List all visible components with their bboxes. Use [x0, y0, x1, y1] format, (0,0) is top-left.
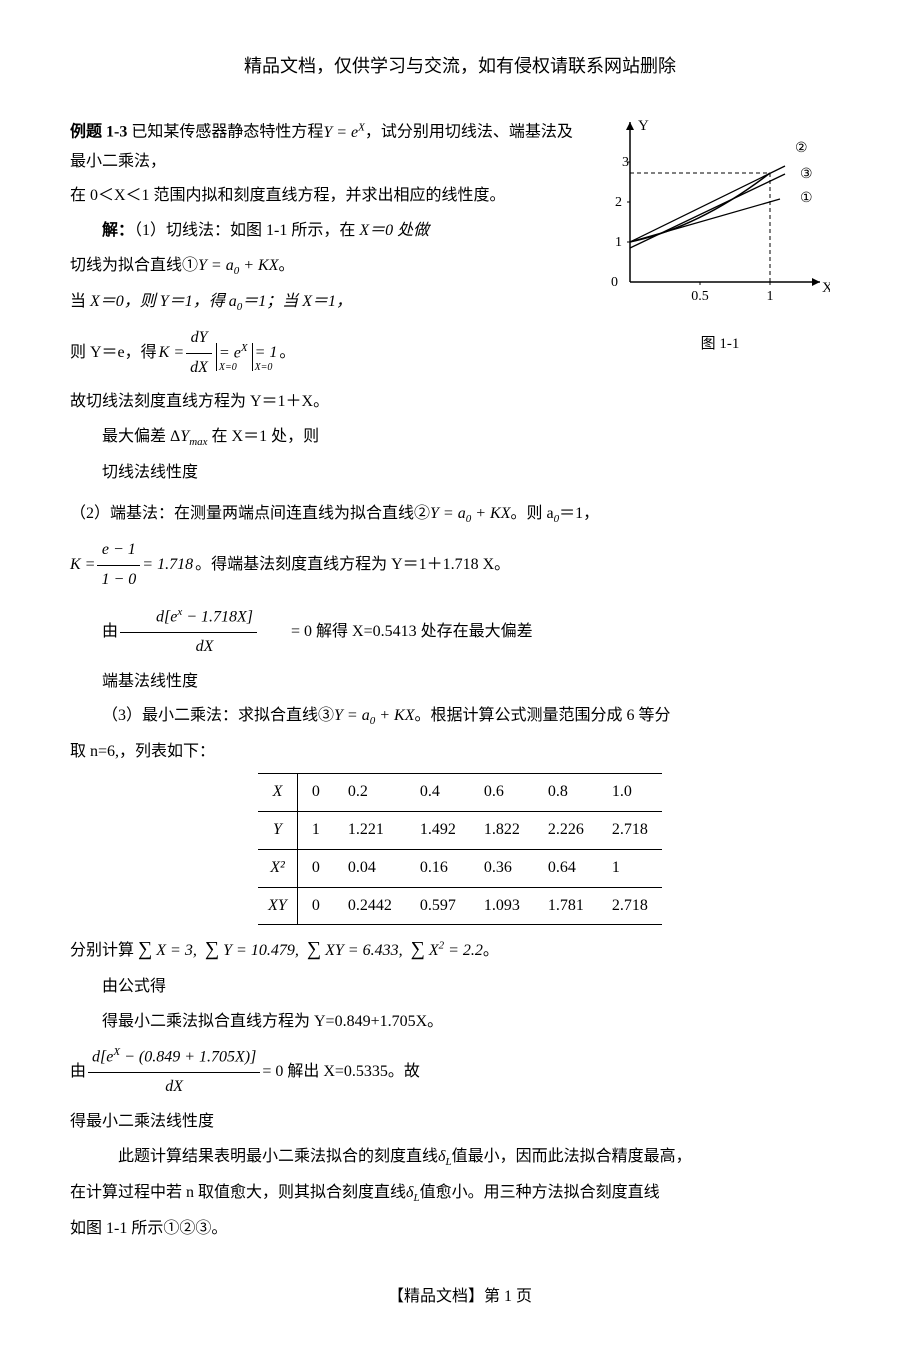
table-cell: 1 [598, 849, 662, 887]
solution-m1-p2: 当 X＝0，则 Y＝1，得 a0＝1；当 X＝1， [70, 288, 580, 318]
row-header: X² [258, 849, 297, 887]
stem-pre: 已知某传感器静态特性方程 [127, 124, 323, 141]
problem-line2: 在 0＜X＜1 范围内拟和刻度直线方程，并求出相应的线性度。 [70, 182, 580, 211]
table-cell: 0.2 [334, 774, 406, 812]
page-footer: 【精品文档】第 1 页 [70, 1283, 850, 1312]
svg-text:③: ③ [800, 167, 813, 182]
svg-text:X: X [822, 280, 830, 296]
m3-n-line: 取 n=6,，列表如下： [70, 738, 850, 767]
problem-and-figure-row: 例题 1-3 已知某传感器静态特性方程Y = eX，试分别用切线法、端基法及最小… [70, 112, 850, 494]
m1-linearity: 切线法线性度 [70, 459, 580, 488]
svg-text:0.5: 0.5 [691, 289, 709, 304]
stem-eq: Y = eX [323, 124, 365, 141]
table-row: X² 0 0.04 0.16 0.36 0.64 1 [258, 849, 662, 887]
table-cell: 0.2442 [334, 887, 406, 925]
table-cell: 0.4 [406, 774, 470, 812]
solution-m1-line2: 切线为拟合直线①Y = a0 + KX。 [70, 252, 580, 282]
m2-linearity: 端基法线性度 [70, 668, 850, 697]
conclusion-2: 在计算过程中若 n 取值愈大，则其拟合刻度直线δL值愈小。用三种方法拟合刻度直线 [70, 1179, 850, 1209]
m2-line1: （2）端基法：在测量两端点间连直线为拟合直线②Y = a0 + KX。则 a0＝… [70, 500, 850, 530]
table-cell: 0 [297, 774, 334, 812]
svg-text:0: 0 [611, 275, 618, 290]
table-row: X 0 0.2 0.4 0.6 0.8 1.0 [258, 774, 662, 812]
table-cell: 1.822 [470, 811, 534, 849]
table-cell: 0 [297, 887, 334, 925]
sol-label: 解： [102, 222, 134, 239]
m2-K-equation: K = e − 11 − 0 = 1.718 。得端基法刻度直线方程为 Y＝1＋… [70, 536, 850, 595]
table-cell: 1.781 [534, 887, 598, 925]
table-cell: 1.221 [334, 811, 406, 849]
conclusion-3: 如图 1-1 所示①②③。 [70, 1215, 850, 1244]
table-cell: 0.36 [470, 849, 534, 887]
table-cell: 0.6 [470, 774, 534, 812]
m3-line1: （3）最小二乘法：求拟合直线③Y = a0 + KX。根据计算公式测量范围分成 … [70, 702, 850, 732]
table-row: Y 1 1.221 1.492 1.822 2.226 2.718 [258, 811, 662, 849]
data-table: X 0 0.2 0.4 0.6 0.8 1.0 Y 1 1.221 1.492 … [258, 773, 662, 925]
table-cell: 1.492 [406, 811, 470, 849]
table-cell: 2.718 [598, 887, 662, 925]
table-cell: 0.597 [406, 887, 470, 925]
m3-formula: 由公式得 [70, 973, 850, 1002]
sums-line: 分别计算 ∑ X = 3, ∑ Y = 10.479, ∑ XY = 6.433… [70, 931, 850, 967]
table-cell: 0.8 [534, 774, 598, 812]
row-header: Y [258, 811, 297, 849]
figure-caption: 图 1-1 [590, 331, 850, 358]
table-row: XY 0 0.2442 0.597 1.093 1.781 2.718 [258, 887, 662, 925]
svg-text:①: ① [800, 191, 813, 206]
table-cell: 0.16 [406, 849, 470, 887]
svg-text:2: 2 [615, 195, 622, 210]
figure-1-1-chart: 0 1 2 3 0.5 1 Y X [590, 112, 830, 312]
svg-text:Y: Y [638, 118, 649, 134]
solution-m1-line1: 解：（1）切线法：如图 1-1 所示，在 X＝0 处做 [70, 217, 580, 246]
conclusion-1: 此题计算结果表明最小二乘法拟合的刻度直线δL值最小，因而此法拟合精度最高， [70, 1143, 850, 1173]
m3-result: 得最小二乘法拟合直线方程为 Y=0.849+1.705X。 [70, 1008, 850, 1037]
svg-text:3: 3 [622, 155, 629, 170]
m3-derivative: 由 d[eX − (0.849 + 1.705X)] dX = 0 解出 X=0… [70, 1043, 850, 1102]
m1-maxdev: 最大偏差 ΔYmax 在 X＝1 处，则 [70, 423, 580, 453]
table-cell: 2.226 [534, 811, 598, 849]
svg-text:1: 1 [615, 235, 622, 250]
page-header: 精品文档，仅供学习与交流，如有侵权请联系网站删除 [70, 50, 850, 82]
table-cell: 1.093 [470, 887, 534, 925]
svg-text:②: ② [795, 141, 808, 156]
table-cell: 0.64 [534, 849, 598, 887]
table-cell: 2.718 [598, 811, 662, 849]
table-cell: 0.04 [334, 849, 406, 887]
svg-text:1: 1 [767, 289, 774, 304]
table-cell: 1 [297, 811, 334, 849]
table-cell: 1.0 [598, 774, 662, 812]
m1-conclusion: 故切线法刻度直线方程为 Y＝1＋X。 [70, 388, 580, 417]
text-column: 例题 1-3 已知某传感器静态特性方程Y = eX，试分别用切线法、端基法及最小… [70, 112, 580, 494]
figure-column: 0 1 2 3 0.5 1 Y X [590, 112, 850, 358]
table-cell: 0 [297, 849, 334, 887]
row-header: XY [258, 887, 297, 925]
m3-linearity: 得最小二乘法线性度 [70, 1108, 850, 1137]
row-header: X [258, 774, 297, 812]
problem-statement: 例题 1-3 已知某传感器静态特性方程Y = eX，试分别用切线法、端基法及最小… [70, 118, 580, 176]
problem-label: 例题 1-3 [70, 124, 127, 141]
solution-m1-p3: 则 Y＝e，得 K = dYdX X=0 = eX X=0 = 1 。 [70, 324, 580, 383]
m2-derivative: 由 d[ex − 1.718X] dX = 0 解得 X=0.5413 处存在最… [70, 603, 850, 662]
